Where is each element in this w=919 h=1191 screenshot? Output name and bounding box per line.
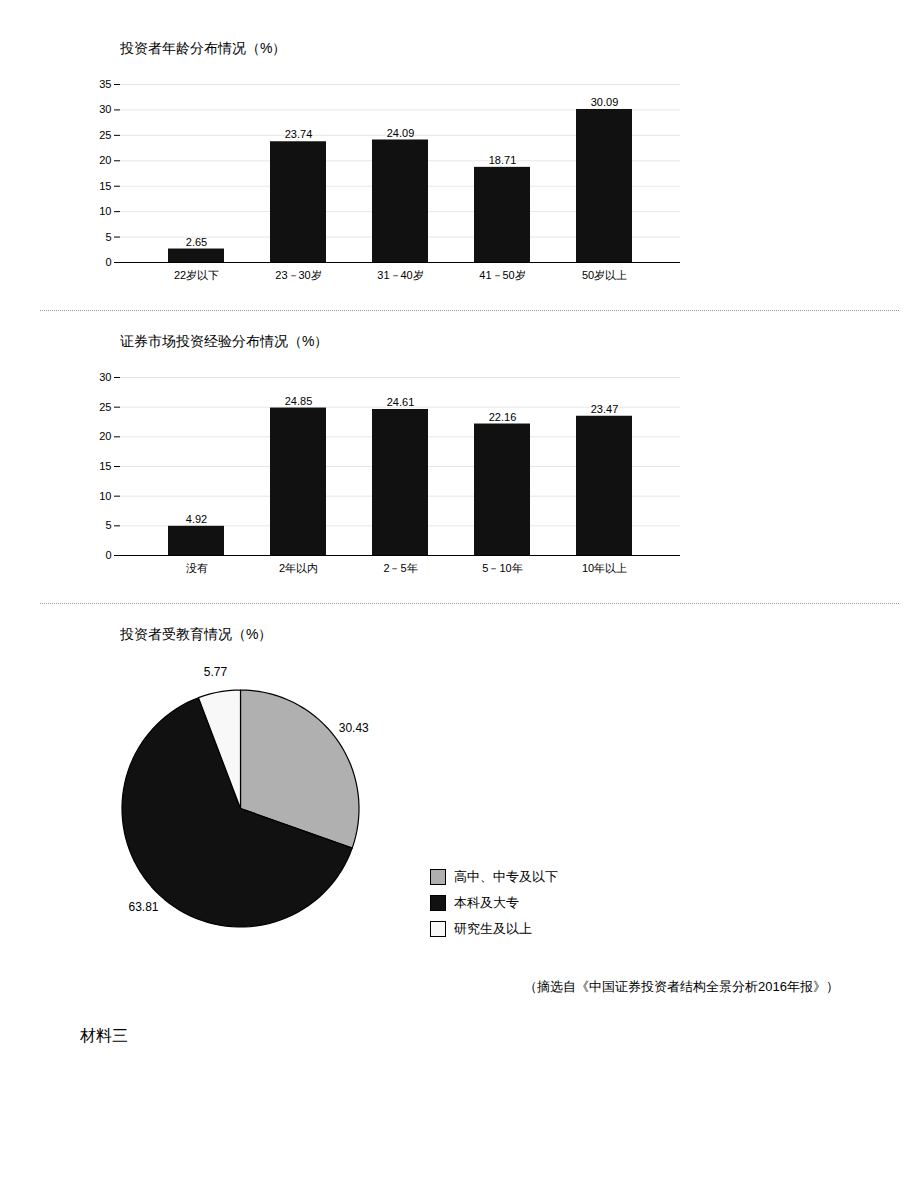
svg-text:35: 35 [99,78,111,90]
svg-text:4.92: 4.92 [186,513,207,525]
svg-text:2.65: 2.65 [186,236,207,248]
svg-text:5－10年: 5－10年 [482,562,522,574]
svg-text:10年以上: 10年以上 [582,562,627,574]
svg-text:30: 30 [99,371,111,383]
svg-text:50岁以上: 50岁以上 [582,269,627,281]
html-text:本科及大专: 本科及大专 [454,895,519,910]
svg-text:2－5年: 2－5年 [383,562,417,574]
svg-text:20: 20 [99,154,111,166]
svg-text:15: 15 [99,180,111,192]
svg-text:30.43: 30.43 [339,721,369,735]
html-text:材料三: 材料三 [80,1027,128,1044]
svg-text:5.77: 5.77 [204,665,228,679]
svg-text:24.85: 24.85 [285,395,313,407]
svg-text:22岁以下: 22岁以下 [174,269,219,281]
svg-text:18.71: 18.71 [489,154,517,166]
svg-text:22.16: 22.16 [489,411,517,423]
svg-text:25: 25 [99,129,111,141]
html-text:研究生及以上: 研究生及以上 [454,921,532,936]
html-text:高中、中专及以下: 高中、中专及以下 [454,869,558,884]
html-text:（摘选自《中国证券投资者结构全景分析2016年报》）: （摘选自《中国证券投资者结构全景分析2016年报》） [524,979,839,994]
svg-text:31－40岁: 31－40岁 [377,269,423,281]
svg-text:23－30岁: 23－30岁 [275,269,321,281]
svg-text:24.09: 24.09 [387,127,415,139]
svg-text:5: 5 [105,519,111,531]
html-text:证券市场投资经验分布情况（%）: 证券市场投资经验分布情况（%） [120,333,329,349]
svg-text:23.47: 23.47 [591,403,619,415]
svg-text:0: 0 [105,256,111,268]
svg-text:25: 25 [99,401,111,413]
svg-text:2年以内: 2年以内 [279,562,318,574]
svg-text:24.61: 24.61 [387,396,415,408]
svg-text:30.09: 30.09 [591,96,619,108]
svg-text:63.81: 63.81 [128,900,158,914]
svg-text:0: 0 [105,549,111,561]
html-text:投资者年龄分布情况（%）: 投资者年龄分布情况（%） [120,40,287,56]
svg-text:没有: 没有 [186,562,208,574]
html-text:投资者受教育情况（%）: 投资者受教育情况（%） [120,626,273,642]
svg-text:23.74: 23.74 [285,128,313,140]
svg-text:10: 10 [99,490,111,502]
svg-text:30: 30 [99,103,111,115]
svg-text:5: 5 [105,231,111,243]
svg-text:20: 20 [99,430,111,442]
svg-text:15: 15 [99,460,111,472]
svg-text:10: 10 [99,205,111,217]
svg-text:41－50岁: 41－50岁 [479,269,525,281]
